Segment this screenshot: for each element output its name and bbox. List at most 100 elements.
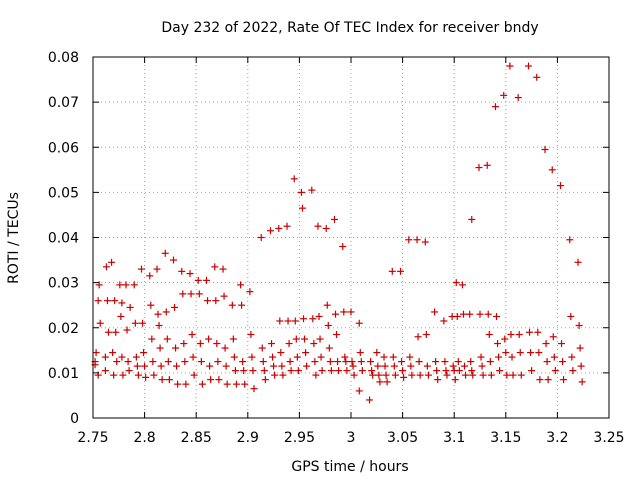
data-point [171, 303, 179, 311]
data-point [559, 358, 567, 366]
data-point [150, 371, 158, 379]
data-point [119, 371, 127, 379]
data-point [366, 396, 374, 404]
data-point [391, 371, 399, 379]
data-point [240, 367, 248, 375]
data-point [576, 344, 584, 352]
data-point [368, 367, 376, 375]
data-point [117, 312, 125, 320]
data-point [300, 315, 308, 323]
data-point [390, 362, 398, 370]
data-point [350, 371, 358, 379]
data-point [380, 353, 388, 361]
data-point [270, 362, 278, 370]
data-point [332, 310, 340, 318]
data-point [223, 380, 231, 388]
x-tick-label: 3.1 [443, 430, 465, 446]
data-point [173, 362, 181, 370]
data-point [508, 353, 516, 361]
data-point [400, 373, 408, 381]
data-point [112, 328, 120, 336]
data-point [283, 222, 291, 230]
data-point [334, 358, 342, 366]
data-point [327, 367, 335, 375]
data-point [182, 380, 190, 388]
data-point [228, 301, 236, 309]
data-point [101, 353, 109, 361]
y-tick-label: 0.02 [48, 321, 79, 337]
data-point [477, 353, 485, 361]
data-point [479, 371, 487, 379]
data-point [230, 353, 238, 361]
data-point [302, 349, 310, 357]
data-point [96, 319, 104, 327]
data-point [356, 349, 364, 357]
data-point [141, 362, 149, 370]
x-tick-label: 2.85 [181, 430, 212, 446]
data-point [375, 371, 383, 379]
data-point [458, 281, 466, 289]
data-point [340, 308, 348, 316]
data-point [211, 263, 219, 271]
data-point [109, 349, 117, 357]
data-point [203, 276, 211, 284]
data-point [341, 353, 349, 361]
data-point [214, 358, 222, 366]
data-point [205, 335, 213, 343]
data-point [414, 333, 422, 341]
data-point [455, 367, 463, 375]
data-point [318, 367, 326, 375]
data-point [542, 340, 550, 348]
data-point [149, 358, 157, 366]
data-point [188, 331, 196, 339]
data-point [153, 265, 161, 273]
data-point [174, 380, 182, 388]
data-point [549, 333, 557, 341]
y-tick-label: 0.01 [48, 366, 79, 382]
data-point [468, 367, 476, 375]
y-tick-label: 0.06 [48, 140, 79, 156]
data-point [303, 362, 311, 370]
data-point [382, 371, 390, 379]
data-point [154, 310, 162, 318]
data-point [292, 335, 300, 343]
data-point [276, 317, 284, 325]
data-point [123, 326, 131, 334]
data-point [369, 371, 377, 379]
data-point [373, 349, 381, 357]
data-point [533, 73, 541, 81]
data-point [566, 236, 574, 244]
data-point [260, 367, 268, 375]
data-point [526, 328, 534, 336]
data-point [268, 340, 276, 348]
data-point [528, 367, 536, 375]
y-axis-label: ROTI / TECUs [6, 192, 22, 284]
data-point [189, 353, 197, 361]
data-point [194, 276, 202, 284]
data-point [92, 349, 100, 357]
data-point [343, 367, 351, 375]
data-point [198, 380, 206, 388]
data-point [312, 371, 320, 379]
data-point [187, 290, 195, 298]
data-point [358, 367, 366, 375]
data-point [215, 376, 223, 384]
data-point [291, 317, 299, 325]
data-point [195, 290, 203, 298]
data-point [548, 166, 556, 174]
data-point [451, 376, 459, 384]
data-point [449, 362, 457, 370]
data-point [551, 367, 559, 375]
data-point [248, 353, 256, 361]
data-point [389, 353, 397, 361]
data-point [222, 362, 230, 370]
data-point [575, 321, 583, 329]
data-point [161, 249, 169, 257]
data-point [423, 362, 431, 370]
data-point [290, 175, 298, 183]
data-point [122, 281, 130, 289]
data-point [534, 328, 542, 336]
data-point [348, 358, 356, 366]
x-tick-label: 2.95 [284, 430, 315, 446]
